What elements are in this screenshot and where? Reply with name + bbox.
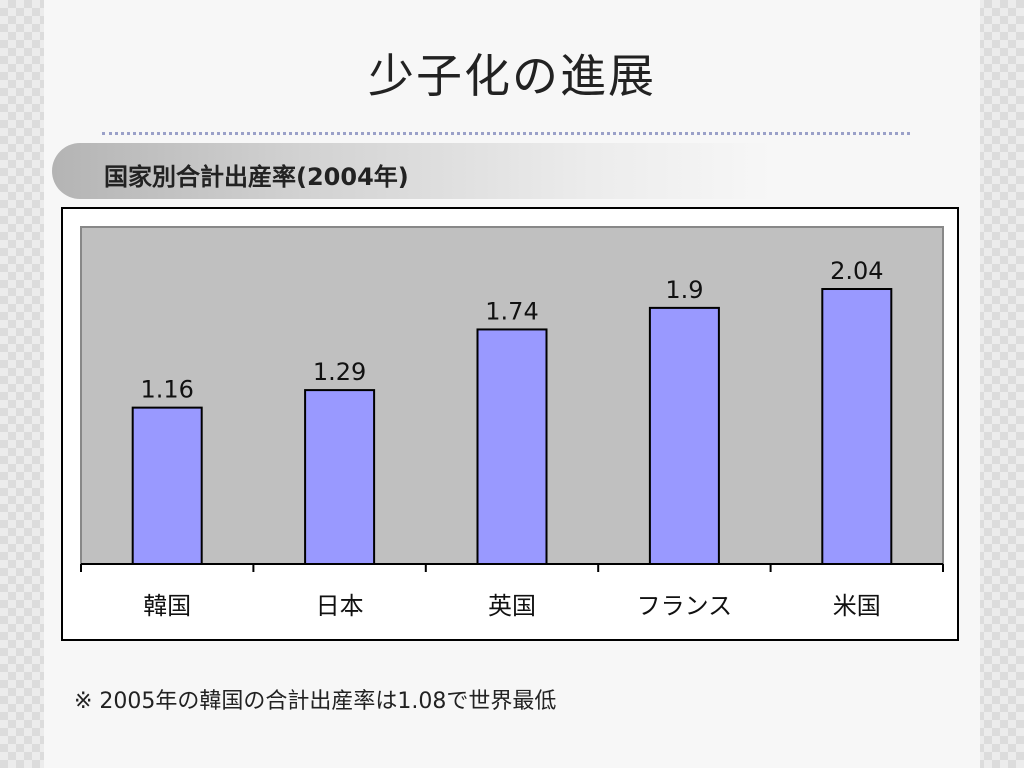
bar [648, 306, 720, 565]
x-tick-label: フランス [637, 592, 733, 620]
bar [304, 389, 376, 565]
data-label: 1.16 [140, 376, 193, 404]
data-label: 1.9 [665, 276, 703, 304]
slide: 少子化の進展 国家別合計出産率(2004年) 1.16 韓国 1.29 日本 1.74 英… [44, 0, 980, 768]
bar [131, 406, 203, 565]
x-tick-label: 韓国 [143, 592, 191, 620]
bar [476, 328, 548, 565]
chart-subtitle: 国家別合計出産率(2004年) [104, 163, 409, 191]
data-label: 1.29 [313, 358, 366, 386]
slide-title: 少子化の進展 [368, 49, 656, 103]
x-tick-label: 英国 [488, 592, 536, 620]
bars-group: 1.16 韓国 1.29 日本 1.74 英国 1.9 フランス 2.04 米国 [80, 257, 944, 620]
footnote: ※ 2005年の韓国の合計出産率は1.08で世界最低 [74, 689, 557, 714]
chart-frame: 1.16 韓国 1.29 日本 1.74 英国 1.9 フランス 2.04 米国 [61, 207, 959, 641]
x-tick-label: 日本 [316, 592, 364, 620]
data-label: 2.04 [830, 257, 883, 285]
subtitle-band [52, 143, 772, 199]
title-divider [102, 132, 910, 135]
bar-chart: 1.16 韓国 1.29 日本 1.74 英国 1.9 フランス 2.04 米国 [80, 226, 944, 620]
bar [821, 288, 893, 566]
data-label: 1.74 [485, 297, 538, 325]
x-tick-label: 米国 [833, 592, 881, 620]
